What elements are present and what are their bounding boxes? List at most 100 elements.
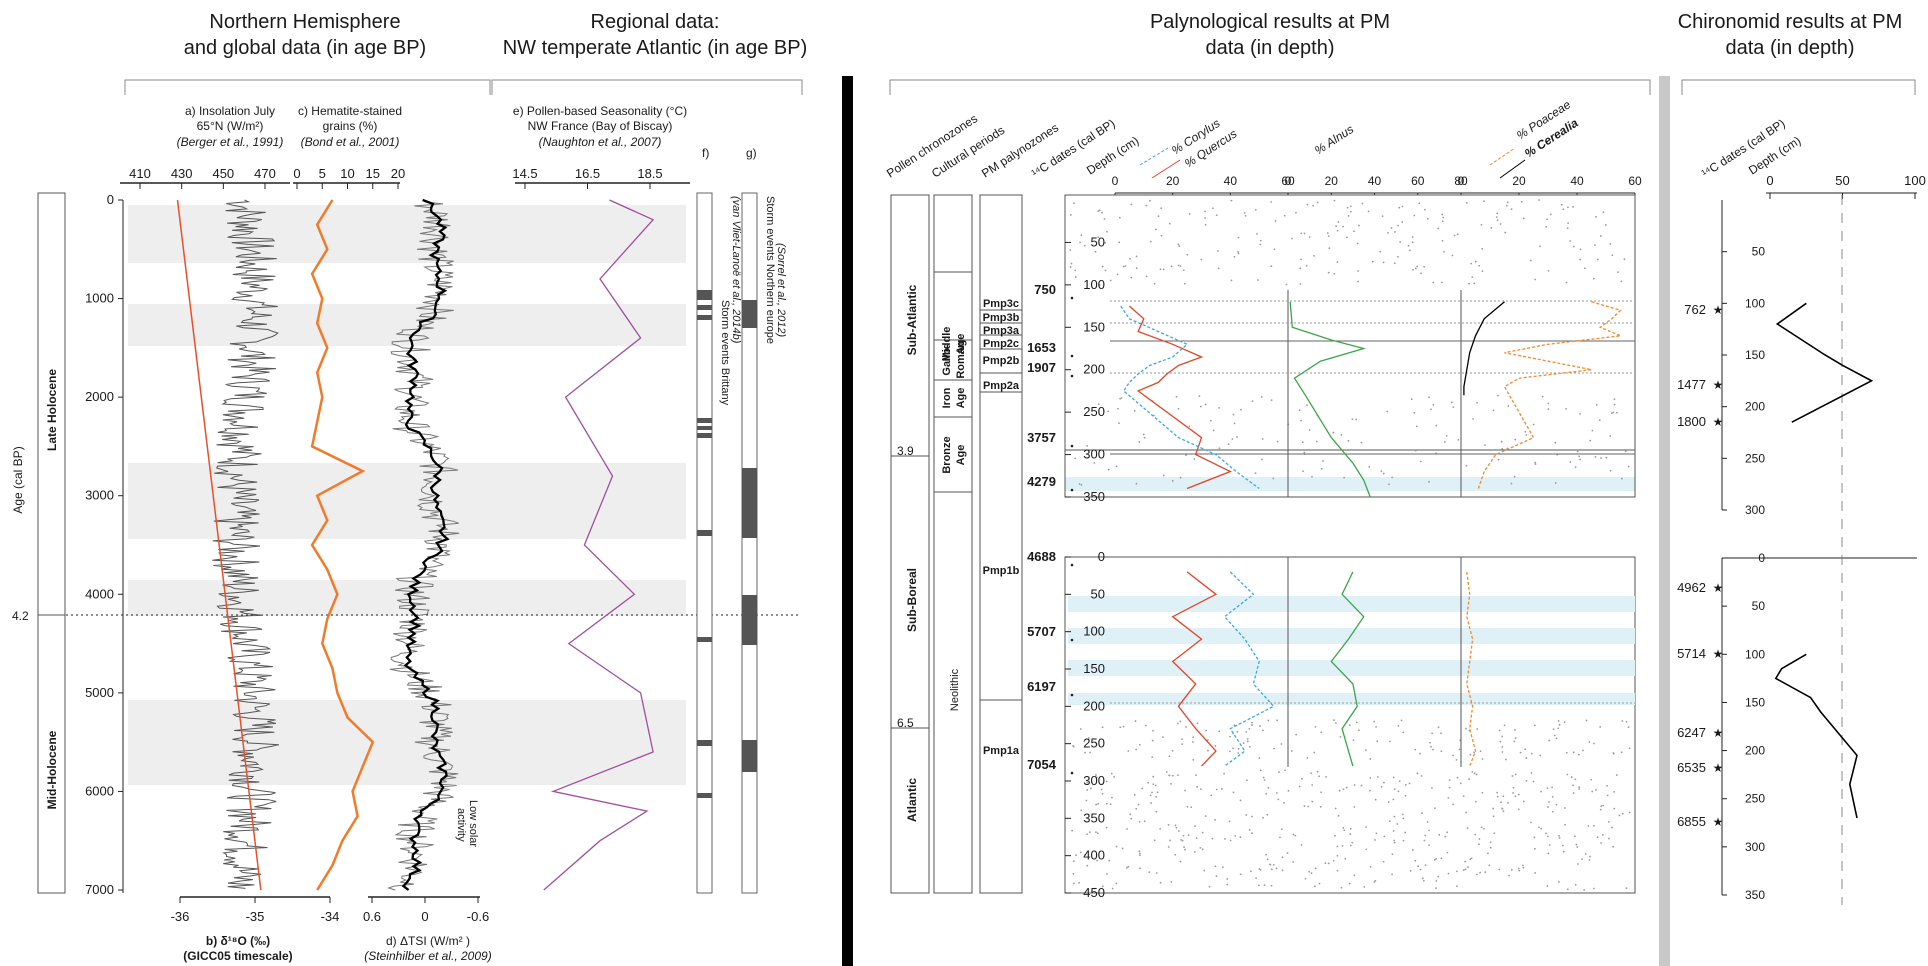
col-c14: ¹⁴C dates (cal BP) bbox=[1029, 116, 1118, 180]
zero-lines bbox=[1287, 290, 1462, 767]
cult-gallo-1: Gallo- bbox=[941, 344, 953, 376]
age-tick-label: 1000 bbox=[85, 291, 114, 306]
title-northern-1: Northern Hemisphere bbox=[209, 11, 400, 33]
storm-f-label-1: Storm events Brittany bbox=[719, 300, 731, 406]
hematite-label-1: c) Hematite-stained bbox=[298, 104, 402, 118]
v39-label: 3.9 bbox=[897, 444, 914, 458]
grey-bands bbox=[128, 205, 686, 785]
depth-tick-label: 350 bbox=[1083, 489, 1105, 504]
tsi-tick-label: 0.6 bbox=[363, 909, 381, 924]
hematite-tick-label: 10 bbox=[340, 166, 354, 181]
chiro-tick-label: 250 bbox=[1745, 792, 1765, 806]
insolation-tick-label: 470 bbox=[254, 166, 276, 181]
title-chiro-2: data (in depth) bbox=[1726, 37, 1855, 59]
chronozone-column bbox=[890, 194, 930, 894]
storm-f-column bbox=[696, 192, 713, 894]
band-4 bbox=[128, 580, 686, 616]
seasonality-series-line bbox=[543, 199, 655, 891]
age-tick-label: 7000 bbox=[85, 882, 114, 897]
mid-holocene-label: Mid-Holocene bbox=[45, 730, 59, 809]
corylus-upper-line bbox=[1120, 305, 1260, 490]
insolation-tick-label: 450 bbox=[212, 166, 234, 181]
corylus-key bbox=[1139, 147, 1169, 166]
depth-tick-label: 0 bbox=[1098, 549, 1105, 564]
late-holocene-label: Late Holocene bbox=[45, 369, 59, 451]
depth-tick-label: 250 bbox=[1083, 404, 1105, 419]
chiro-star: ★ bbox=[1713, 647, 1724, 661]
cerealia-upper-line bbox=[1463, 301, 1505, 396]
season-label-3: (Naughton et al., 2007) bbox=[539, 135, 662, 149]
c14-date-label: 7054 bbox=[1027, 757, 1057, 772]
poaceae-lower-line bbox=[1466, 571, 1477, 767]
cult-neolithic: Neolithic bbox=[949, 668, 961, 711]
pmp-label: Pmp2c bbox=[983, 338, 1019, 350]
chiro-x-axis: 0 50 100 bbox=[1766, 173, 1926, 199]
chiro-tick-label: 300 bbox=[1745, 503, 1765, 517]
storm-g-label-1: Storm events Northern europe bbox=[764, 196, 776, 344]
age-tick-label: 2000 bbox=[85, 389, 114, 404]
pct-tick-label: 40 bbox=[1224, 174, 1238, 188]
depth-tick-label: 50 bbox=[1091, 234, 1105, 249]
pct-tick-label: 20 bbox=[1325, 174, 1339, 188]
chiro-x-tick-label: 50 bbox=[1835, 173, 1849, 188]
chiro-tick-label: 250 bbox=[1745, 451, 1765, 465]
alnus-upper-line bbox=[1289, 301, 1371, 498]
age-tick-label: 0 bbox=[107, 192, 114, 207]
pmp-column bbox=[979, 194, 1023, 894]
hematite-tick-label: 20 bbox=[391, 166, 405, 181]
depth-tick-label: 150 bbox=[1083, 661, 1105, 676]
c14-date-marker bbox=[1070, 563, 1074, 567]
d18o-series-line bbox=[212, 199, 280, 889]
d18o-label-2: (GICC05 timescale) bbox=[183, 949, 292, 963]
chiro-star: ★ bbox=[1713, 815, 1724, 829]
age-axis-label: Age (cal BP) bbox=[11, 446, 25, 513]
pct-tick-label: 20 bbox=[1512, 174, 1526, 188]
g-label: g) bbox=[746, 146, 757, 160]
alnus-label: % Alnus bbox=[1312, 122, 1356, 157]
season-tick-label: 18.5 bbox=[637, 166, 662, 181]
hematite-series-line bbox=[310, 199, 375, 891]
depth-tick-label: 250 bbox=[1083, 736, 1105, 751]
chiro-tick-label: 50 bbox=[1752, 245, 1766, 259]
chiro-upper-line bbox=[1775, 302, 1874, 423]
pct-tick-label: 40 bbox=[1570, 174, 1584, 188]
c14-date-label: 4688 bbox=[1027, 549, 1056, 564]
title-palyno-2: data (in depth) bbox=[1206, 37, 1335, 59]
cultural-column bbox=[933, 194, 973, 894]
c14-date-marker bbox=[1070, 444, 1074, 448]
insolation-label-1: a) Insolation July bbox=[185, 104, 275, 118]
sub-boreal-label: Sub-Boreal bbox=[905, 568, 919, 632]
tsi-thin-line bbox=[386, 199, 460, 891]
cultural-dividers bbox=[934, 271, 972, 493]
age-tick-label: 4000 bbox=[85, 586, 114, 601]
c14-date-marker bbox=[1070, 374, 1074, 378]
hematite-label-3: (Bond et al., 2001) bbox=[301, 135, 400, 149]
pmp-dividers bbox=[980, 309, 1022, 701]
separator-grey bbox=[1659, 76, 1670, 966]
chiro-star: ★ bbox=[1713, 581, 1724, 595]
storm-g-label-2: (Sorrel et al., 2012) bbox=[775, 243, 787, 337]
c14-date-marker bbox=[1070, 488, 1074, 492]
quercus-upper-line bbox=[1128, 305, 1232, 490]
chiro-tick-label: 350 bbox=[1745, 888, 1765, 902]
chiro-date-label: 6855 bbox=[1677, 814, 1706, 829]
chiro-star: ★ bbox=[1713, 761, 1724, 775]
season-label-1: e) Pollen-based Seasonality (°C) bbox=[513, 104, 687, 118]
upper-plot-box-2 bbox=[1064, 194, 1636, 498]
insolation-tick-label: 430 bbox=[171, 166, 193, 181]
hematite-tick-label: 15 bbox=[366, 166, 380, 181]
upper-blue-band bbox=[1065, 477, 1635, 491]
c14-date-marker bbox=[1070, 638, 1074, 642]
depth-tick-label: 200 bbox=[1083, 362, 1105, 377]
storm-f-events bbox=[697, 290, 712, 798]
depth-tick-label: 200 bbox=[1083, 698, 1105, 713]
d18o-axis: -36 -35 -34 bbox=[171, 896, 339, 924]
chiro-date-label: 1800 bbox=[1677, 414, 1706, 429]
chiro-star: ★ bbox=[1713, 303, 1724, 317]
pmp-label: Pmp3a bbox=[983, 325, 1020, 337]
storm-f-label-2: (van Vliet-Lanoë et al., 2014b) bbox=[730, 196, 742, 344]
chiro-x-tick-label: 0 bbox=[1766, 173, 1773, 188]
tsi-label-1: d) ΔTSI (W/m² ) bbox=[386, 934, 470, 948]
c14-date-marker bbox=[1070, 354, 1074, 358]
alnus-lower-line bbox=[1330, 571, 1365, 767]
